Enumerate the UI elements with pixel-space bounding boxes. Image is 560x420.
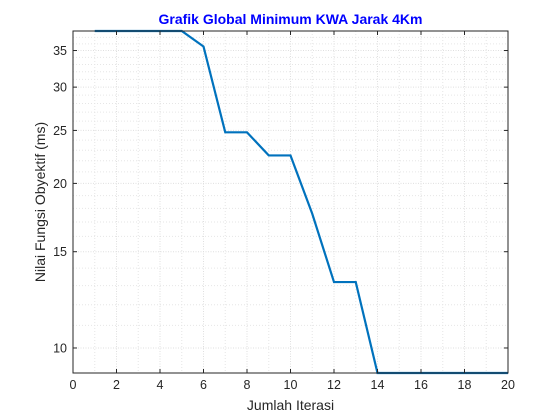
x-tick-label: 20: [501, 378, 515, 392]
x-tick-label: 6: [200, 378, 207, 392]
y-tick-label: 25: [53, 124, 67, 138]
y-tick-label: 10: [53, 341, 67, 355]
x-axis-label: Jumlah Iterasi: [247, 397, 334, 413]
x-ticks: 0 2 4 6 8 10 12 14 16 18 20: [70, 31, 515, 392]
x-tick-label: 10: [284, 378, 298, 392]
x-tick-label: 0: [70, 378, 77, 392]
y-tick-label: 35: [53, 44, 67, 58]
chart-title: Grafik Global Minimum KWA Jarak 4Km: [159, 11, 423, 27]
x-tick-label: 16: [414, 378, 428, 392]
y-ticks: 10 15 20 25 30 35: [53, 44, 508, 355]
x-tick-label: 14: [371, 378, 385, 392]
x-tick-label: 8: [244, 378, 251, 392]
x-tick-label: 4: [157, 378, 164, 392]
y-tick-label: 30: [53, 81, 67, 95]
x-tick-label: 2: [113, 378, 120, 392]
y-axis-label: Nilai Fungsi Obyektif (ms): [32, 122, 48, 282]
y-tick-label: 20: [53, 177, 67, 191]
x-tick-label: 12: [327, 378, 341, 392]
x-tick-label: 18: [458, 378, 472, 392]
y-tick-label: 15: [53, 245, 67, 259]
